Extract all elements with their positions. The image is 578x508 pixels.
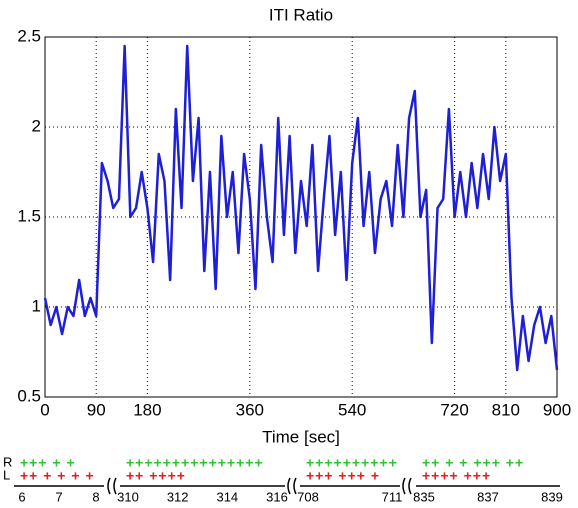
segment-tick-label: 835 <box>413 489 435 504</box>
row-label: L <box>3 467 10 482</box>
plot-frame <box>44 36 558 398</box>
y-tick-label: 1 <box>32 296 41 315</box>
chart-title: ITI Ratio <box>269 5 333 24</box>
x-tick-label: 90 <box>87 400 106 419</box>
x-tick-label: 180 <box>133 400 161 419</box>
axis-break <box>107 477 412 495</box>
x-axis-label: Time [sec] <box>262 427 340 446</box>
x-tick-label: 360 <box>236 400 264 419</box>
segment-tick-label: 314 <box>216 489 238 504</box>
segment-tick-label: 7 <box>55 489 62 504</box>
left-marks: ++ ++++ <box>126 468 186 484</box>
right-marks: ++ + + +++ ++ <box>422 455 524 471</box>
footer: RL+++ + +++ + + + +6 7 8+++++++++++++++++ … <box>3 454 563 504</box>
y-tick-label: 1.5 <box>17 206 41 225</box>
segment-tick-label: 8 <box>92 489 99 504</box>
x-tick-label: 720 <box>440 400 468 419</box>
segment-tick-label: 837 <box>477 489 499 504</box>
segment-tick-label: 6 <box>18 489 25 504</box>
data-line <box>43 44 559 372</box>
segment-tick-label: 839 <box>541 489 563 504</box>
y-tick-label: 2 <box>32 116 41 135</box>
x-tick-label: 900 <box>543 400 571 419</box>
left-marks: ++++ +++ <box>422 468 491 484</box>
x-tick-label: 810 <box>492 400 520 419</box>
segment-tick-label: 316 <box>266 489 288 504</box>
x-tick-label: 540 <box>338 400 366 419</box>
segment-tick-label: 312 <box>167 489 189 504</box>
left-marks: ++ + + + + <box>20 468 95 484</box>
right-marks: +++++++++++++++ <box>126 455 264 471</box>
x-tick-label: 0 <box>40 400 49 419</box>
row-label: R <box>3 454 12 469</box>
y-tick-label: 0.5 <box>17 386 41 405</box>
right-marks: +++ + + <box>20 455 76 471</box>
right-marks: ++++++++++ <box>306 455 398 471</box>
segment-tick-label: 310 <box>117 489 139 504</box>
segment-tick-label: 711 <box>382 489 403 504</box>
segment-tick-label: 708 <box>297 489 319 504</box>
left-marks: +++ +++ + <box>306 468 380 484</box>
y-tick-label: 2.5 <box>17 26 41 45</box>
